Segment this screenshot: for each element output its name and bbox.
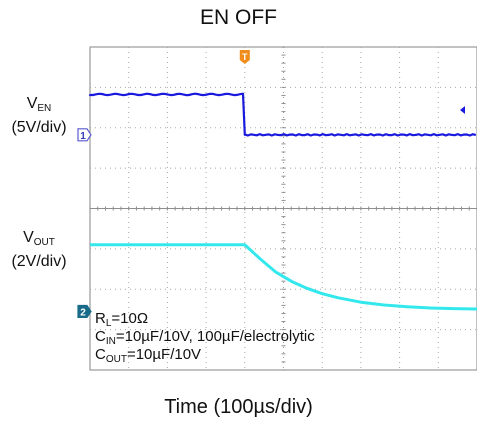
condition-rl: RL=10Ω [95, 310, 148, 333]
cout-sub: OUT [105, 354, 127, 365]
rl-rest: =10Ω [111, 310, 149, 327]
ven-scale: (5V/div) [11, 119, 67, 136]
vout-name-main: V [23, 229, 34, 246]
channel-1-marker-label: 1 [80, 131, 86, 142]
ven-channel-label: VEN (5V/div) [8, 94, 70, 137]
cin-rest: =10µF/10V, 100µF/electrolytic [115, 328, 315, 345]
trigger-level-marker [460, 106, 465, 114]
vout-name-sub: OUT [33, 237, 55, 248]
rl-sub: L [105, 318, 112, 329]
cin-sub: IN [105, 336, 116, 347]
condition-cin: CIN=10µF/10V, 100µF/electrolytic [95, 328, 315, 351]
channel-2-ground-marker [77, 304, 92, 319]
cout-rest: =10µF/10V [126, 346, 202, 363]
trace-ven [88, 92, 477, 137]
channel-2-marker-label: 2 [80, 307, 86, 318]
cin-main: C [95, 328, 106, 345]
trigger-marker-label: T [242, 52, 248, 62]
rl-main: R [95, 310, 106, 327]
ven-name-main: V [26, 95, 38, 112]
chart-title: EN OFF [200, 6, 277, 29]
vout-channel-label: VOUT (2V/div) [8, 228, 70, 271]
vout-scale: (2V/div) [11, 253, 67, 270]
ven-name-sub: EN [37, 103, 52, 114]
trigger-position-marker [239, 50, 250, 64]
trace-vout [90, 243, 477, 311]
cout-main: C [95, 346, 106, 363]
x-axis-label: Time (100µs/div) [164, 396, 313, 418]
channel-1-ground-marker [77, 128, 92, 142]
condition-cout: COUT=10µF/10V [95, 346, 201, 369]
